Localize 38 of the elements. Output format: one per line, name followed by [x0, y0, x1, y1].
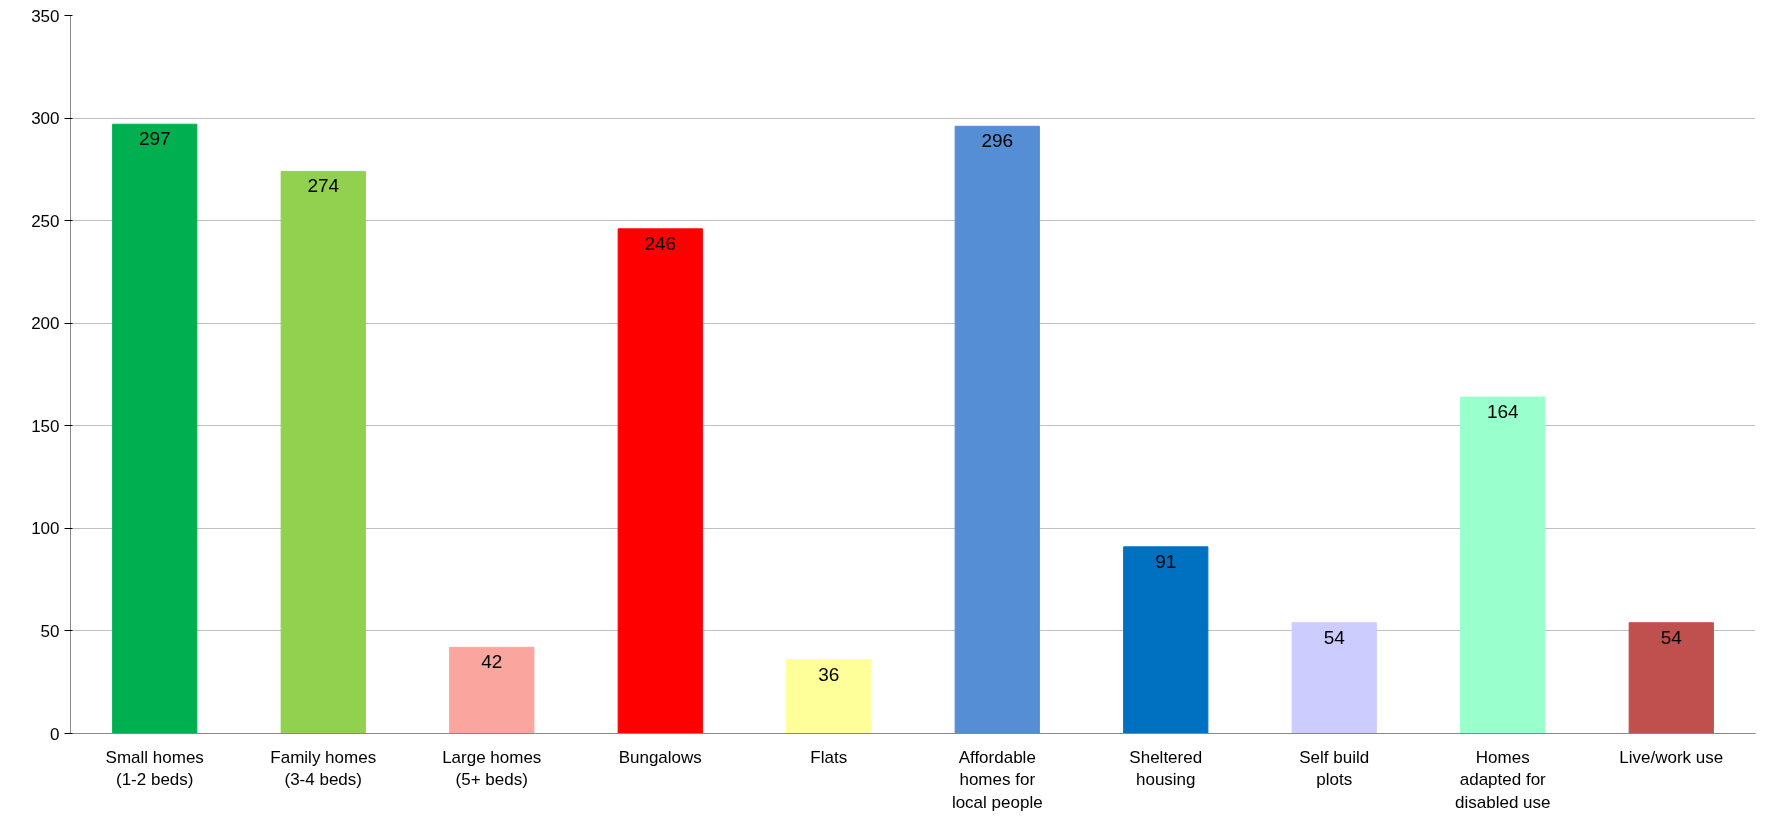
bar	[1123, 546, 1209, 734]
bar	[280, 170, 366, 734]
y-tick-label: 300	[31, 109, 60, 129]
bar	[1628, 622, 1714, 734]
bar	[954, 125, 1040, 734]
x-tick-label: Self build plots	[1299, 747, 1370, 790]
data-label: 246	[644, 232, 677, 254]
y-tick-label: 250	[31, 211, 60, 231]
y-tick-label: 200	[31, 314, 60, 334]
x-tick-label: Live/work use	[1619, 747, 1724, 767]
bar	[112, 123, 198, 734]
y-tick-label: 100	[31, 519, 60, 539]
bar	[1460, 396, 1546, 734]
data-label: 296	[981, 130, 1014, 152]
bar	[786, 659, 872, 734]
x-tick-label: Family homes (3-4 beds)	[270, 747, 377, 790]
data-label: 54	[1660, 626, 1683, 648]
y-tick-label: 350	[31, 6, 60, 26]
data-label: 164	[1486, 401, 1520, 423]
data-label: 274	[307, 175, 340, 197]
x-tick-label: Large homes (5+ beds)	[442, 747, 542, 790]
x-tick-label: Affordable homes for local people	[951, 747, 1043, 813]
bar	[1291, 622, 1377, 734]
y-tick-label: 0	[50, 724, 60, 744]
data-label: 42	[481, 651, 503, 673]
data-label: 36	[818, 663, 840, 685]
x-tick-label: Homes adapted for disabled use	[1455, 747, 1551, 813]
data-label: 91	[1155, 550, 1177, 572]
data-label: 297	[138, 128, 171, 150]
x-tick-label: Small homes (1-2 beds)	[105, 747, 204, 790]
x-tick-label: Flats	[810, 747, 848, 767]
x-tick-label: Sheltered housing	[1129, 747, 1203, 790]
data-label: 54	[1323, 626, 1346, 648]
y-tick-label: 50	[40, 621, 60, 641]
x-tick-label: Bungalows	[618, 747, 702, 767]
bar	[617, 228, 703, 734]
bar	[449, 646, 535, 734]
y-tick-label: 150	[31, 416, 60, 436]
